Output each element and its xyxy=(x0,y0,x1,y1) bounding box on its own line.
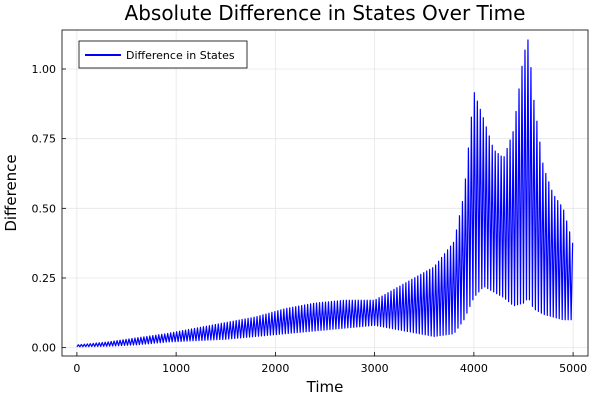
x-tick-label: 0 xyxy=(73,362,80,375)
legend: Difference in States xyxy=(78,40,248,69)
series-line-difference-in-states xyxy=(76,39,574,348)
series-layer xyxy=(76,39,574,348)
y-axis-title: Difference xyxy=(2,154,20,231)
y-tick-label: 0.75 xyxy=(32,133,57,146)
tick-layer: 0 1000 2000 3000 4000 5000 0.00 0.25 0.50 0.75 1.0… xyxy=(32,63,588,375)
legend-label: Difference in States xyxy=(126,49,235,62)
x-tick-label: 3000 xyxy=(361,362,389,375)
x-tick-label: 1000 xyxy=(162,362,190,375)
chart-title: Absolute Difference in States Over Time xyxy=(125,1,526,25)
x-tick-label: 2000 xyxy=(261,362,289,375)
y-tick-label: 0.00 xyxy=(32,342,57,355)
x-tick-label: 4000 xyxy=(460,362,488,375)
plot-frame xyxy=(61,29,589,357)
x-tick-label: 5000 xyxy=(559,362,587,375)
axis-layer xyxy=(61,29,589,357)
y-tick-label: 0.50 xyxy=(32,202,57,215)
y-tick-label: 0.25 xyxy=(32,272,57,285)
x-axis-title: Time xyxy=(306,378,344,396)
y-tick-label: 1.00 xyxy=(32,63,57,76)
